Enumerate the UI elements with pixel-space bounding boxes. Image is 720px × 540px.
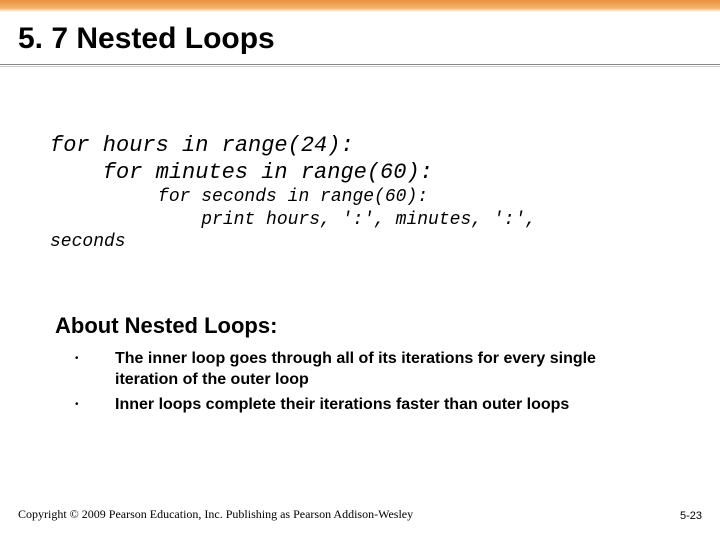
footer: Copyright © 2009 Pearson Education, Inc.… (18, 507, 702, 522)
code-line-5: seconds (50, 232, 126, 252)
title-rule (0, 64, 720, 65)
bullet-marker: • (75, 395, 115, 410)
bullet-text: The inner loop goes through all of its i… (115, 349, 660, 391)
bullet-item: • The inner loop goes through all of its… (75, 349, 660, 391)
bullet-text: Inner loops complete their iterations fa… (115, 395, 569, 416)
code-line-1: for hours in range(24): (50, 133, 354, 158)
page-number: 5-23 (680, 510, 702, 522)
bullet-marker: • (75, 349, 115, 364)
code-block: for hours in range(24): for minutes in r… (0, 67, 720, 258)
gradient-top-bar (0, 0, 720, 12)
bullet-list: • The inner loop goes through all of its… (0, 347, 720, 415)
slide-title: 5. 7 Nested Loops (0, 12, 720, 60)
bullet-item: • Inner loops complete their iterations … (75, 395, 660, 416)
copyright-text: Copyright © 2009 Pearson Education, Inc.… (18, 507, 413, 522)
subheading: About Nested Loops: (0, 258, 720, 347)
code-line-2: for minutes in range(60): (50, 160, 433, 185)
code-line-4: print hours, ':', minutes, ':', (50, 210, 536, 230)
code-line-3: for seconds in range(60): (50, 187, 428, 207)
